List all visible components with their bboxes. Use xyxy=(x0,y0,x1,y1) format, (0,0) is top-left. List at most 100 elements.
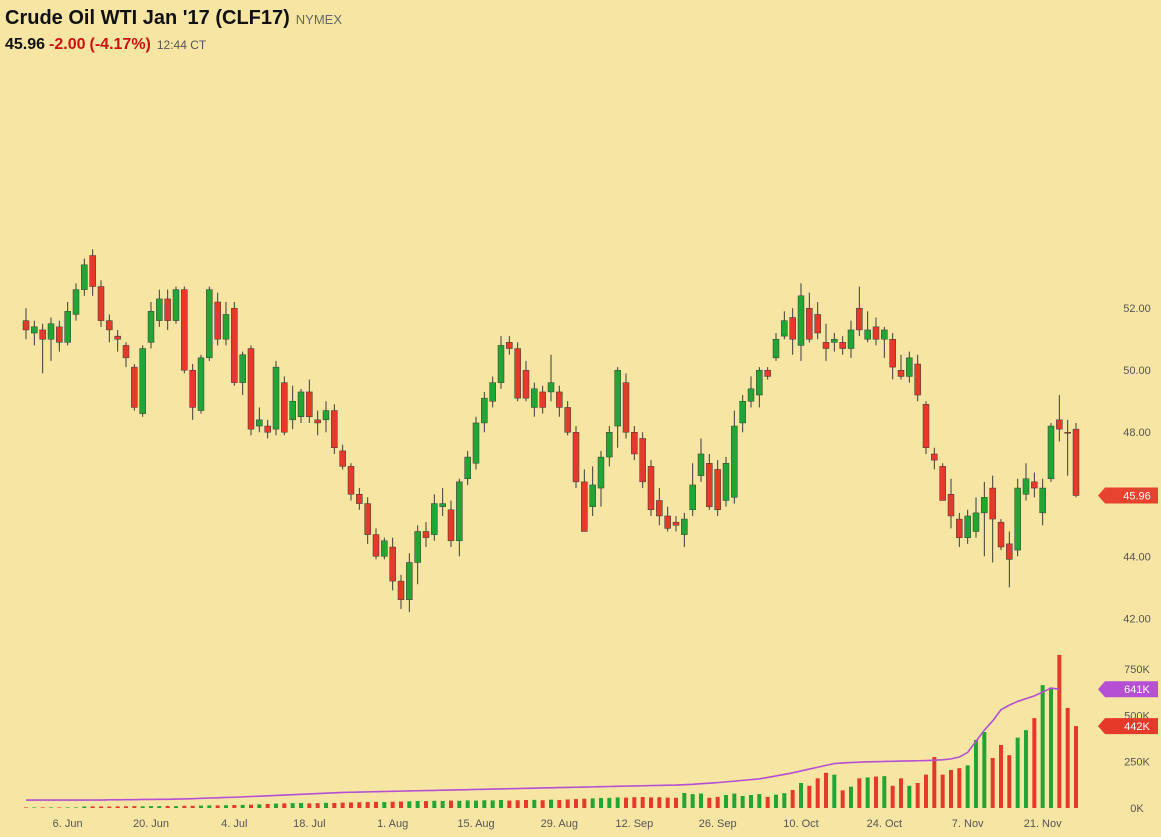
candle-body xyxy=(922,404,930,449)
volume-bar xyxy=(790,790,795,808)
x-tick-label: 29. Aug xyxy=(541,818,578,830)
candle-body xyxy=(989,487,996,520)
candle-body xyxy=(689,484,696,511)
x-tick-label: 1. Aug xyxy=(377,818,408,830)
candle-body xyxy=(239,354,246,383)
candle-body xyxy=(522,369,530,399)
x-tick-label: 10. Oct xyxy=(783,818,818,830)
candle-body xyxy=(697,453,705,476)
volume-bar xyxy=(332,802,337,808)
volume-bar xyxy=(932,757,937,808)
volume-bar xyxy=(357,802,362,808)
volume-bar xyxy=(865,777,870,808)
candle-body xyxy=(431,503,438,535)
volume-bar xyxy=(49,807,53,808)
candle-body xyxy=(589,484,596,507)
candle-body xyxy=(289,400,296,421)
candle-body xyxy=(797,295,805,346)
candle-body xyxy=(1064,431,1071,434)
volume-bar xyxy=(1040,685,1045,808)
candle-body xyxy=(889,338,896,368)
volume-bar xyxy=(899,778,903,808)
candle-body xyxy=(347,466,355,495)
candle-body xyxy=(297,391,305,417)
candle-body xyxy=(572,431,580,483)
candle-body xyxy=(772,338,780,359)
volume-bar xyxy=(307,803,312,808)
volume-bar xyxy=(257,804,262,808)
volume-bar xyxy=(374,801,378,808)
candle-body xyxy=(306,391,313,417)
candle-body xyxy=(831,338,838,343)
candle-body xyxy=(672,521,680,526)
volume-bar xyxy=(365,802,370,808)
volume-bar xyxy=(557,800,562,808)
volume-bar xyxy=(657,797,662,808)
volume-bar xyxy=(182,805,187,808)
candle-body xyxy=(914,363,921,396)
candle-body xyxy=(731,425,738,498)
last-price-label: 45.96 xyxy=(1123,491,1151,503)
volume-bar xyxy=(57,807,62,808)
candle-body xyxy=(331,410,338,449)
volume-bar xyxy=(565,799,570,808)
volume-bar xyxy=(24,807,28,808)
candle-body xyxy=(181,289,188,371)
candle-body xyxy=(864,329,871,340)
volume-bar xyxy=(982,732,987,808)
volume-bar xyxy=(265,803,270,808)
volume-bar xyxy=(349,802,353,808)
volume-bar xyxy=(615,797,620,808)
y-tick-label: 44.00 xyxy=(1123,551,1151,563)
volume-bar xyxy=(132,806,137,808)
volume-bar xyxy=(465,800,470,808)
candle-body xyxy=(681,518,688,535)
volume-bar xyxy=(915,782,920,808)
x-tick-label: 18. Jul xyxy=(293,818,325,830)
volume-bar xyxy=(540,800,545,808)
volume-bar xyxy=(457,800,462,808)
candle-body xyxy=(1031,481,1038,489)
volume-bar xyxy=(965,765,970,808)
volume-bar xyxy=(1049,687,1053,808)
candle-body xyxy=(89,255,96,287)
volume-bar xyxy=(190,805,195,808)
volume-bar xyxy=(82,806,87,808)
volume-bar xyxy=(299,802,303,808)
candle-body xyxy=(956,518,963,538)
x-tick-label: 15. Aug xyxy=(457,818,494,830)
candle-body xyxy=(856,307,863,331)
candle-body xyxy=(872,326,880,340)
candle-body xyxy=(422,531,430,538)
volume-bar xyxy=(674,797,678,808)
candle-body xyxy=(47,323,55,340)
candle-body xyxy=(1014,487,1021,551)
volume-bar xyxy=(957,768,962,808)
volume-ma-line xyxy=(26,687,1060,801)
volume-bar xyxy=(199,805,203,808)
volume-bar xyxy=(482,800,487,808)
candle-body xyxy=(897,369,905,377)
y-tick-label: 42.00 xyxy=(1123,613,1151,625)
candle-body xyxy=(447,509,455,542)
volume-bar xyxy=(715,796,720,808)
candle-body xyxy=(322,410,330,421)
volume-bar xyxy=(415,800,420,808)
volume-bar xyxy=(849,786,853,808)
volume-bar xyxy=(65,807,70,808)
volume-bar xyxy=(882,776,887,808)
candle-body xyxy=(106,320,113,331)
candle-body xyxy=(214,301,221,340)
volume-bar xyxy=(1024,730,1028,808)
candle-body xyxy=(997,521,1005,548)
candle-body xyxy=(122,345,130,359)
change-pct: (-4.17%) xyxy=(90,36,151,53)
candle-body xyxy=(339,450,346,467)
y-tick-label: 50.00 xyxy=(1123,365,1151,377)
volume-ma-label-box xyxy=(1098,681,1158,698)
candle-body xyxy=(781,320,788,337)
last-price-label-box xyxy=(1098,487,1158,504)
candle-body xyxy=(747,388,755,402)
x-tick-label: 12. Sep xyxy=(615,818,653,830)
